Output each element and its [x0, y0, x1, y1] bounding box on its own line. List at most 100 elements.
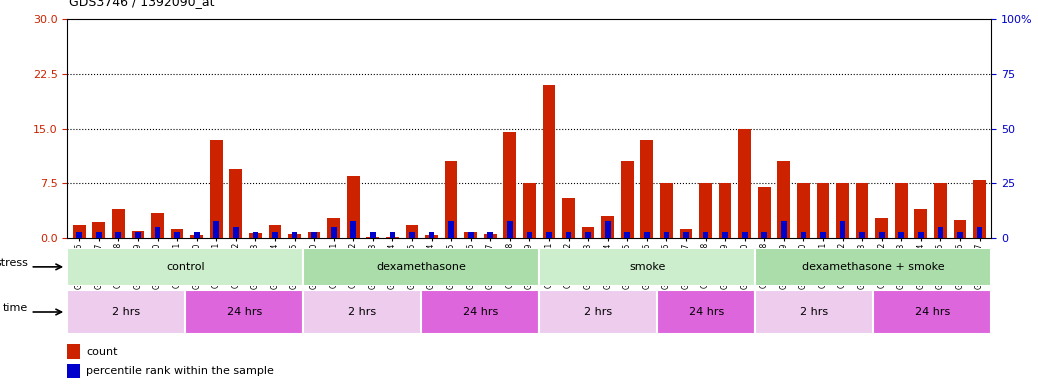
Bar — [386, 237, 399, 238]
Bar — [135, 232, 141, 238]
Bar — [937, 227, 944, 238]
Bar — [249, 233, 262, 238]
Bar — [663, 232, 670, 238]
Text: dexamethasone + smoke: dexamethasone + smoke — [802, 262, 945, 272]
Bar — [660, 184, 673, 238]
Text: 2 hrs: 2 hrs — [584, 307, 612, 317]
Text: dexamethasone: dexamethasone — [377, 262, 466, 272]
Bar — [680, 229, 692, 238]
Bar — [644, 232, 650, 238]
Bar — [756, 248, 991, 286]
Bar — [758, 187, 770, 238]
Bar — [640, 140, 653, 238]
Bar — [67, 344, 80, 359]
Bar — [73, 225, 85, 238]
Bar — [718, 184, 732, 238]
Bar — [186, 290, 303, 334]
Bar — [214, 220, 219, 238]
Bar — [539, 290, 657, 334]
Bar — [67, 364, 80, 378]
Bar — [817, 184, 829, 238]
Bar — [488, 232, 493, 238]
Bar — [112, 209, 125, 238]
Bar — [351, 220, 356, 238]
Text: 24 hrs: 24 hrs — [688, 307, 723, 317]
Bar — [421, 290, 539, 334]
Bar — [292, 232, 297, 238]
Bar — [899, 232, 904, 238]
Bar — [539, 248, 756, 286]
Bar — [605, 220, 610, 238]
Bar — [95, 232, 102, 238]
Text: control: control — [166, 262, 204, 272]
Bar — [252, 232, 258, 238]
Bar — [974, 180, 986, 238]
Bar — [585, 232, 591, 238]
Bar — [331, 227, 336, 238]
Bar — [269, 225, 281, 238]
Bar — [957, 232, 963, 238]
Bar — [67, 248, 303, 286]
Bar — [977, 227, 982, 238]
Bar — [468, 232, 473, 238]
Bar — [762, 232, 767, 238]
Bar — [152, 213, 164, 238]
Bar — [170, 229, 184, 238]
Bar — [742, 232, 747, 238]
Bar — [840, 220, 845, 238]
Bar — [327, 218, 340, 238]
Bar — [233, 227, 239, 238]
Bar — [777, 162, 790, 238]
Bar — [781, 220, 787, 238]
Bar — [155, 227, 160, 238]
Bar — [875, 218, 889, 238]
Bar — [190, 235, 203, 238]
Bar — [429, 232, 434, 238]
Bar — [370, 232, 376, 238]
Bar — [311, 232, 317, 238]
Bar — [272, 232, 278, 238]
Bar — [934, 184, 947, 238]
Bar — [347, 176, 359, 238]
Bar — [484, 234, 496, 238]
Bar — [738, 129, 752, 238]
Bar — [303, 248, 539, 286]
Bar — [444, 162, 458, 238]
Text: 24 hrs: 24 hrs — [914, 307, 950, 317]
Bar — [873, 290, 991, 334]
Bar — [703, 232, 708, 238]
Bar — [389, 232, 395, 238]
Bar — [229, 169, 242, 238]
Bar — [307, 232, 321, 238]
Text: 24 hrs: 24 hrs — [226, 307, 262, 317]
Bar — [523, 184, 536, 238]
Bar — [683, 232, 689, 238]
Bar — [174, 232, 180, 238]
Bar — [566, 232, 571, 238]
Bar — [722, 232, 728, 238]
Bar — [366, 237, 379, 238]
Text: 2 hrs: 2 hrs — [800, 307, 828, 317]
Bar — [543, 85, 555, 238]
Bar — [879, 232, 884, 238]
Bar — [657, 290, 756, 334]
Bar — [797, 184, 810, 238]
Bar — [92, 222, 105, 238]
Bar — [526, 232, 532, 238]
Bar — [210, 140, 222, 238]
Text: GDS3746 / 1392090_at: GDS3746 / 1392090_at — [70, 0, 215, 8]
Bar — [954, 220, 966, 238]
Bar — [820, 232, 826, 238]
Bar — [77, 232, 82, 238]
Bar — [621, 162, 633, 238]
Bar — [406, 225, 418, 238]
Bar — [546, 232, 552, 238]
Bar — [800, 232, 807, 238]
Bar — [859, 232, 865, 238]
Text: 2 hrs: 2 hrs — [112, 307, 140, 317]
Text: stress: stress — [0, 258, 28, 268]
Text: smoke: smoke — [629, 262, 665, 272]
Text: percentile rank within the sample: percentile rank within the sample — [86, 366, 274, 376]
Bar — [837, 184, 849, 238]
Bar — [914, 209, 927, 238]
